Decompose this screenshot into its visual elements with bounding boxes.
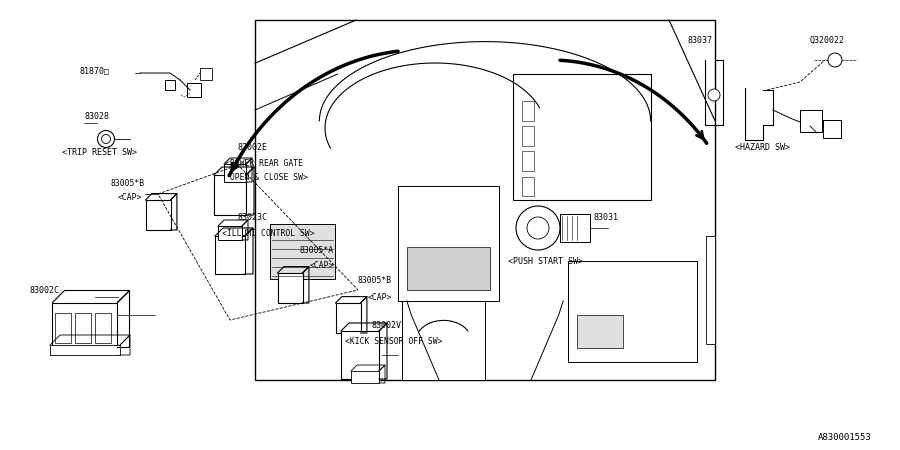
Circle shape — [102, 135, 111, 144]
Text: 83005*B: 83005*B — [358, 276, 392, 285]
Text: <TRIP RESET SW>: <TRIP RESET SW> — [62, 148, 137, 157]
Text: 83005*B: 83005*B — [110, 179, 144, 188]
Bar — [513, 74, 651, 200]
Bar — [522, 126, 534, 146]
Bar — [522, 151, 534, 171]
Bar — [270, 224, 335, 279]
Bar — [255, 20, 715, 380]
Bar — [95, 313, 111, 343]
Text: <CAP>: <CAP> — [310, 261, 335, 270]
Bar — [52, 302, 118, 347]
Text: <CAP>: <CAP> — [118, 193, 142, 202]
Text: <PUSH START SW>: <PUSH START SW> — [508, 257, 583, 266]
Bar — [823, 120, 841, 138]
Bar — [224, 164, 246, 182]
Circle shape — [516, 206, 560, 250]
Bar — [407, 247, 490, 290]
Text: 83002V: 83002V — [372, 321, 402, 330]
Bar — [214, 175, 246, 215]
Bar — [50, 345, 120, 355]
Text: 83002E: 83002E — [238, 143, 268, 152]
Text: 81870□: 81870□ — [80, 66, 110, 75]
Bar — [341, 331, 379, 379]
Text: 83005*A: 83005*A — [300, 246, 334, 255]
Bar — [218, 226, 242, 240]
Bar — [560, 214, 590, 242]
Bar — [55, 313, 71, 343]
Bar — [351, 371, 379, 383]
Circle shape — [97, 130, 114, 148]
Bar — [215, 236, 245, 274]
Bar — [200, 68, 212, 80]
Bar — [522, 176, 534, 196]
Text: 83037: 83037 — [688, 36, 713, 45]
Bar — [800, 110, 822, 132]
Bar — [187, 83, 201, 97]
Text: <HAZARD SW>: <HAZARD SW> — [735, 143, 790, 152]
Bar — [402, 301, 485, 380]
Text: <CAP>: <CAP> — [368, 293, 392, 302]
Text: <POWER REAR GATE: <POWER REAR GATE — [225, 159, 303, 168]
Text: OPEN & CLOSE SW>: OPEN & CLOSE SW> — [225, 173, 308, 182]
Bar — [146, 200, 170, 230]
Bar — [522, 101, 534, 121]
Bar — [706, 236, 715, 344]
Bar — [336, 303, 361, 333]
Circle shape — [828, 53, 842, 67]
Circle shape — [708, 89, 720, 101]
Bar — [398, 185, 499, 301]
Bar — [75, 313, 91, 343]
Text: 83002C: 83002C — [30, 286, 60, 295]
Bar — [165, 80, 175, 90]
Text: 83028: 83028 — [84, 112, 109, 121]
Circle shape — [527, 217, 549, 239]
Text: 83023C: 83023C — [238, 213, 268, 222]
Text: A830001553: A830001553 — [818, 433, 872, 442]
Bar — [277, 273, 302, 303]
Text: Q320022: Q320022 — [810, 36, 845, 45]
Bar — [577, 315, 623, 347]
Text: <KICK SENSOR OFF SW>: <KICK SENSOR OFF SW> — [345, 337, 443, 346]
Text: <ILLUMI CONTROL SW>: <ILLUMI CONTROL SW> — [222, 229, 315, 238]
Text: 83031: 83031 — [593, 213, 618, 222]
Bar — [568, 261, 697, 362]
